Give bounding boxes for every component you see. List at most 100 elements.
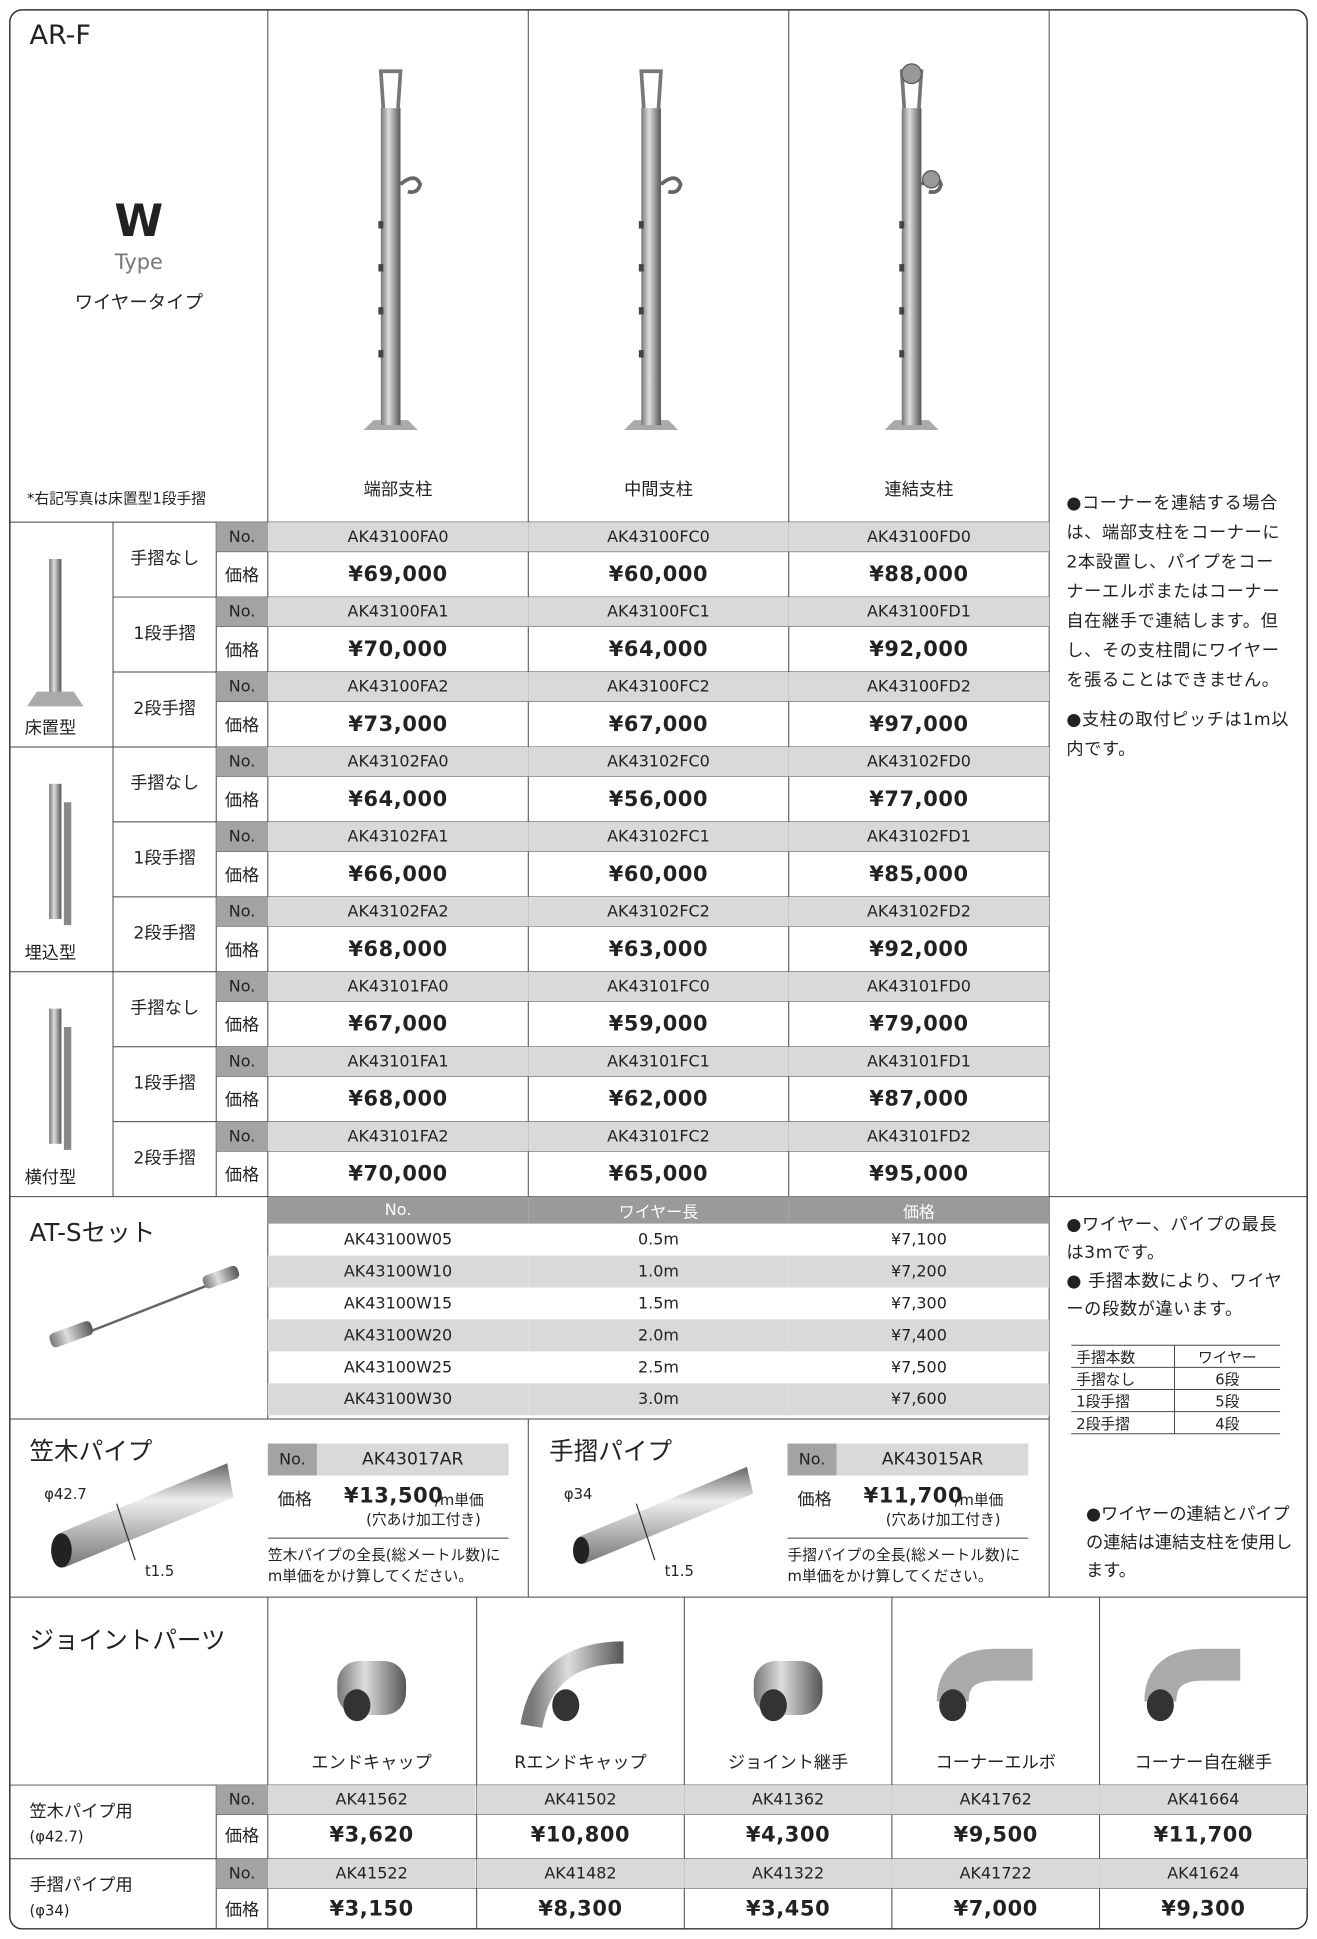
part-number: AK43102FA2 xyxy=(267,896,529,927)
no-label: No. xyxy=(216,821,268,852)
post-photo xyxy=(363,69,423,430)
part-name: エンドキャップ xyxy=(311,1753,432,1773)
wire-table-cell: 4段 xyxy=(1215,1414,1240,1432)
wire-table-cell: ワイヤー xyxy=(1198,1348,1257,1366)
joint-body xyxy=(1144,1648,1241,1703)
joint-hole xyxy=(552,1689,580,1722)
wire-notes: ●ワイヤー、パイプの最長は3mです。 ● 手摺本数により、ワイヤーの段数が違います… xyxy=(1066,1211,1290,1324)
part-number: AK41482 xyxy=(476,1858,685,1889)
part-number: AK43101FC0 xyxy=(528,971,789,1002)
wire-hole xyxy=(899,221,905,229)
price: ¥65,000 xyxy=(608,1161,709,1187)
part-number: AK43100FA0 xyxy=(267,522,529,552)
wire-table-cell: 手摺なし xyxy=(1076,1370,1136,1388)
pipe-note: 笠木パイプの全長(総メートル数)にm単価をかけ算してください。 xyxy=(267,1546,501,1585)
part-number: AK43101FD0 xyxy=(788,971,1050,1002)
handrail-type: 手摺なし xyxy=(130,998,200,1019)
part-number: AK43101FA0 xyxy=(267,971,529,1002)
price: ¥3,450 xyxy=(745,1896,831,1922)
price-label: 価格 xyxy=(224,1015,260,1036)
joint-hole xyxy=(759,1689,787,1722)
part-number: AK41562 xyxy=(267,1785,476,1815)
post-photo xyxy=(884,63,943,430)
section-title: 笠木パイプ xyxy=(29,1435,153,1466)
part-number: AK43101FA1 xyxy=(267,1046,529,1077)
wire-cell: ¥7,400 xyxy=(788,1319,1050,1352)
price: ¥67,000 xyxy=(608,711,709,737)
wire-photo xyxy=(49,1265,240,1348)
row-sub: (φ34) xyxy=(29,1901,70,1919)
part-number: AK43102FA1 xyxy=(267,821,529,852)
price-label: 価格 xyxy=(224,940,260,961)
part-name: ジョイント継手 xyxy=(727,1753,849,1773)
part-name: コーナー自在継手 xyxy=(1134,1753,1273,1773)
unit: /m単価 xyxy=(434,1490,484,1509)
price: ¥7,000 xyxy=(953,1896,1038,1922)
group-name: 床置型 xyxy=(24,718,77,739)
part-number: AK43100FC2 xyxy=(528,672,789,702)
price: ¥95,000 xyxy=(869,1161,969,1187)
price: ¥4,300 xyxy=(745,1823,831,1848)
price: ¥3,620 xyxy=(329,1823,414,1848)
wire-cell: ¥7,300 xyxy=(890,1294,947,1313)
no-label: No. xyxy=(216,971,268,1002)
section-title: ジョイントパーツ xyxy=(29,1624,226,1655)
part-number: AK41722 xyxy=(891,1858,1100,1889)
mount-photo xyxy=(27,558,84,707)
part-number: AK43100FD0 xyxy=(788,522,1050,552)
type-letter: W xyxy=(114,195,164,247)
part-number: AK41522 xyxy=(267,1858,476,1889)
price: ¥3,150 xyxy=(329,1896,414,1922)
part-number: AK43100FC0 xyxy=(528,522,789,552)
part-number: AK41664 xyxy=(1099,1785,1308,1815)
handrail-type: 1段手摺 xyxy=(133,624,196,644)
wire-cell: 3.0m xyxy=(528,1383,789,1416)
price: ¥77,000 xyxy=(869,786,969,812)
thickness: t1.5 xyxy=(664,1562,694,1580)
thickness: t1.5 xyxy=(144,1562,175,1580)
wire-hole xyxy=(378,264,384,272)
price-label: 価格 xyxy=(224,565,260,586)
handrail-type: 手摺なし xyxy=(130,549,200,569)
wire-hole xyxy=(378,307,384,315)
no-label: No. xyxy=(787,1443,837,1476)
dim-line xyxy=(116,1503,136,1561)
column-name: 中間支柱 xyxy=(624,480,693,501)
wire-cell: AK43100W10 xyxy=(267,1255,529,1288)
part-number: AK43102FC1 xyxy=(528,821,789,852)
price: ¥9,500 xyxy=(953,1823,1038,1848)
wire-header: No. xyxy=(267,1196,529,1224)
wire-hole xyxy=(638,307,644,315)
mount-base xyxy=(27,691,84,707)
part-number: AK43102FD0 xyxy=(788,746,1050,777)
part-number: AK43100FD1 xyxy=(788,597,1050,627)
price: ¥59,000 xyxy=(608,1011,709,1037)
wire-cell: ¥7,600 xyxy=(788,1383,1050,1416)
no-label: No. xyxy=(216,896,268,927)
wire-hole xyxy=(638,264,644,272)
column-name: 端部支柱 xyxy=(363,480,433,501)
price-sub: (穴あけ加工付き) xyxy=(366,1510,481,1528)
wire-table-cell: 6段 xyxy=(1215,1370,1240,1388)
post-top xyxy=(378,69,403,109)
part-number: AK43100FD2 xyxy=(788,672,1050,702)
mount-post xyxy=(49,1008,62,1144)
price-label: 価格 xyxy=(224,1826,260,1847)
part-number: AK43100FA1 xyxy=(267,597,529,627)
joint-photo xyxy=(520,1641,624,1729)
part-number: AK41362 xyxy=(684,1785,892,1815)
no-label: No. xyxy=(216,522,268,552)
post-photo xyxy=(624,69,683,430)
row-label: 笠木パイプ用 xyxy=(29,1802,133,1822)
handrail-type: 1段手摺 xyxy=(133,1073,196,1094)
mount-photo xyxy=(49,783,72,926)
pipe-photo xyxy=(51,1463,234,1568)
price: ¥92,000 xyxy=(869,936,969,962)
group-name: 横付型 xyxy=(24,1168,77,1188)
joint-hole xyxy=(939,1689,967,1722)
price: ¥10,800 xyxy=(530,1823,631,1848)
outer-border xyxy=(9,9,1308,1930)
